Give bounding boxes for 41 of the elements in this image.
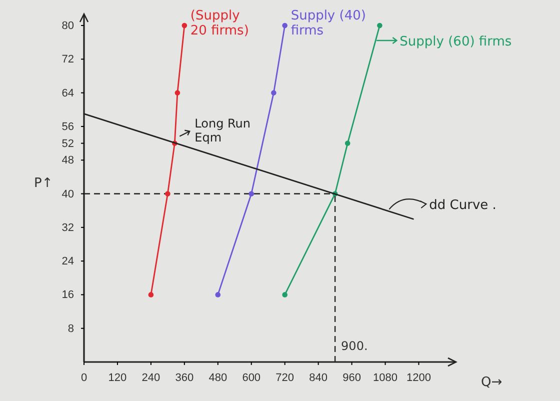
y-tick-label: 40 <box>62 188 74 200</box>
point <box>174 90 180 96</box>
x-tick-label: 240 <box>142 372 160 384</box>
y-tick-label: 64 <box>62 87 74 100</box>
x-tick-label: 480 <box>208 372 228 384</box>
ref-line-label: 900. <box>341 339 368 353</box>
point <box>344 140 350 146</box>
x-tick-label: 120 <box>108 372 127 384</box>
x-tick-label: 1200 <box>406 372 431 384</box>
point <box>182 22 188 28</box>
y-tick-label: 52 <box>62 138 74 150</box>
series-label: (Supply 20 firms) <box>190 8 249 39</box>
y-tick-label: 32 <box>62 222 74 234</box>
x-tick-label: 1080 <box>373 372 398 384</box>
legend-label: dd Curve . <box>429 198 496 213</box>
point <box>282 22 288 28</box>
x-tick-label: 960 <box>342 372 361 384</box>
x-tick-label: 720 <box>276 372 294 384</box>
x-tick-label: 0 <box>80 372 88 384</box>
y-tick-label: 24 <box>62 256 74 268</box>
annotation: Long Run Eqm <box>194 116 251 144</box>
point <box>148 292 154 298</box>
point <box>215 292 221 298</box>
series-label: Supply (40) firms <box>290 8 366 39</box>
x-tick-label: 600 <box>242 372 261 384</box>
y-axis-title: P↑ <box>34 176 53 191</box>
x-axis-title: Q→ <box>481 375 502 390</box>
y-tick-label: 80 <box>62 20 74 32</box>
legend-label: Supply (60) firms <box>400 34 512 50</box>
x-tick-label: 840 <box>309 372 328 384</box>
y-tick-label: 72 <box>62 54 74 66</box>
point <box>282 292 288 298</box>
point <box>377 22 382 28</box>
y-tick-label: 48 <box>62 154 74 167</box>
point <box>165 191 170 196</box>
y-tick-label: 56 <box>62 120 74 133</box>
x-tick-label: 360 <box>175 372 194 384</box>
point <box>271 90 276 96</box>
point <box>248 191 254 196</box>
y-tick-label: 16 <box>62 289 74 302</box>
y-tick-label: 8 <box>68 322 74 335</box>
